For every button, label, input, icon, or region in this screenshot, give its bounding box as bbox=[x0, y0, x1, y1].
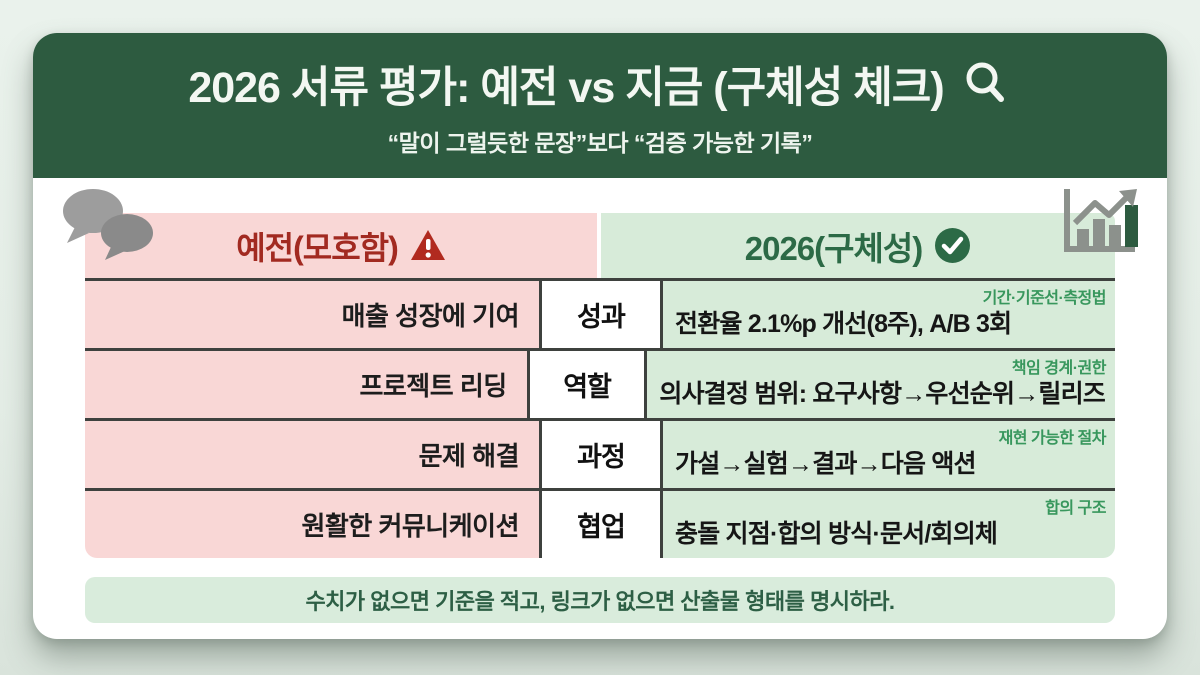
new-value-text: 충돌 지점·합의 방식·문서/회의체 bbox=[675, 519, 998, 548]
new-column-label: 2026(구체성) bbox=[744, 229, 923, 267]
criteria-note: 기간·기준선·측정법 bbox=[982, 290, 1107, 307]
new-column-header: 2026(구체성) bbox=[601, 213, 1115, 278]
new-value: 재현 가능한 절차 가설→실험→결과→다음 액션 bbox=[663, 421, 1115, 488]
footer-callout: 수치가 없으면 기준을 적고, 링크가 없으면 산출물 형태를 명시하라. bbox=[85, 577, 1115, 623]
old-value: 매출 성장에 기여 bbox=[85, 281, 539, 348]
speech-bubbles-icon bbox=[63, 189, 153, 260]
infographic-card: 2026 서류 평가: 예전 vs 지금 (구체성 체크) “말이 그럴듯한 문… bbox=[33, 33, 1167, 639]
category-label: 협업 bbox=[539, 491, 663, 558]
table-header-row: 예전(모호함) 2026(구체성) bbox=[85, 213, 1115, 278]
table-row: 매출 성장에 기여 성과 기간·기준선·측정법 전환율 2.1%p 개선(8주)… bbox=[85, 278, 1115, 348]
table-row: 원활한 커뮤니케이션 협업 합의 구조 충돌 지점·합의 방식·문서/회의체 bbox=[85, 488, 1115, 558]
new-value-text: 가설→실험→결과→다음 액션 bbox=[675, 449, 977, 478]
footer-text: 수치가 없으면 기준을 적고, 링크가 없으면 산출물 형태를 명시하라. bbox=[305, 589, 895, 614]
new-value: 합의 구조 충돌 지점·합의 방식·문서/회의체 bbox=[663, 491, 1115, 558]
warning-triangle-icon bbox=[410, 230, 445, 260]
category-label: 역할 bbox=[526, 351, 648, 418]
old-value: 원활한 커뮤니케이션 bbox=[85, 491, 539, 558]
page-title: 2026 서류 평가: 예전 vs 지금 (구체성 체크) bbox=[188, 64, 944, 112]
header-banner: 2026 서류 평가: 예전 vs 지금 (구체성 체크) “말이 그럴듯한 문… bbox=[33, 33, 1167, 178]
page-subtitle: “말이 그럴듯한 문장”보다 “검증 가능한 기록” bbox=[387, 130, 813, 156]
new-value: 책임 경계·권한 의사결정 범위: 요구사항→우선순위→릴리즈 bbox=[647, 351, 1115, 418]
new-value-text: 의사결정 범위: 요구사항→우선순위→릴리즈 bbox=[659, 379, 1105, 408]
check-circle-icon bbox=[935, 228, 971, 263]
table-row: 문제 해결 과정 재현 가능한 절차 가설→실험→결과→다음 액션 bbox=[85, 418, 1115, 488]
search-icon bbox=[966, 62, 1004, 102]
old-value: 프로젝트 리딩 bbox=[85, 351, 527, 418]
old-column-label: 예전(모호함) bbox=[236, 229, 399, 266]
new-value-text: 전환율 2.1%p 개선(8주), A/B 3회 bbox=[675, 309, 1012, 338]
growth-chart-icon bbox=[1064, 189, 1138, 252]
old-value: 문제 해결 bbox=[85, 421, 539, 488]
criteria-note: 합의 구조 bbox=[1045, 500, 1106, 517]
old-column-header: 예전(모호함) bbox=[85, 213, 597, 278]
new-value: 기간·기준선·측정법 전환율 2.1%p 개선(8주), A/B 3회 bbox=[663, 281, 1115, 348]
table-row: 프로젝트 리딩 역할 책임 경계·권한 의사결정 범위: 요구사항→우선순위→릴… bbox=[85, 348, 1115, 418]
category-label: 성과 bbox=[539, 281, 663, 348]
criteria-note: 재현 가능한 절차 bbox=[998, 430, 1107, 447]
comparison-table: 예전(모호함) 2026(구체성) 매출 성장에 기여 성과 기간·기준선·측정… bbox=[85, 213, 1115, 558]
criteria-note: 책임 경계·권한 bbox=[1011, 360, 1107, 377]
category-label: 과정 bbox=[539, 421, 663, 488]
